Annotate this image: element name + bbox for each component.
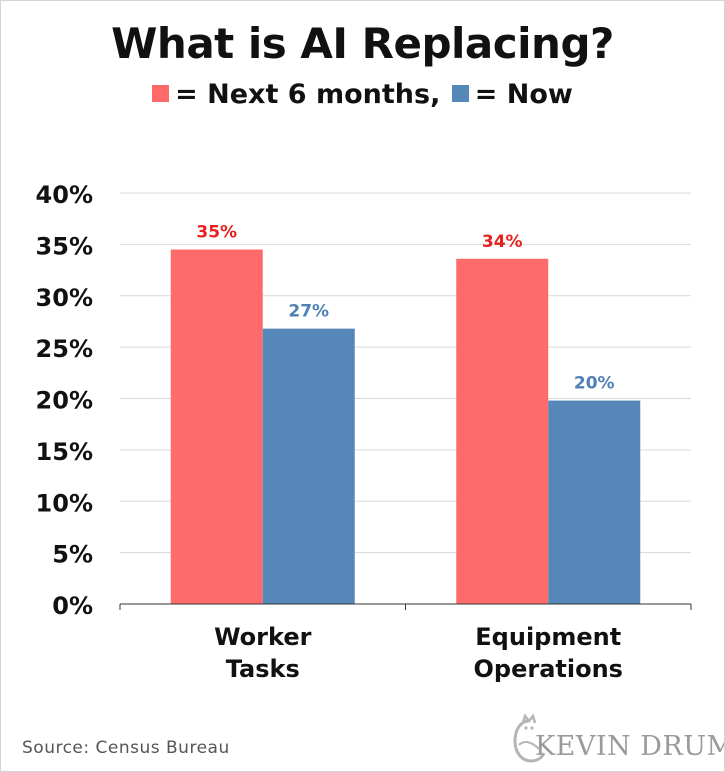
logo-text: KEVIN DRUM bbox=[535, 731, 725, 762]
data-label: 35% bbox=[196, 223, 237, 243]
x-tick-label: Operations bbox=[474, 655, 623, 683]
y-tick-label: 30% bbox=[36, 284, 93, 312]
data-label: 20% bbox=[574, 374, 615, 394]
y-tick-label: 35% bbox=[36, 232, 93, 260]
bar bbox=[262, 328, 355, 604]
legend-label-now: = Now bbox=[474, 79, 573, 110]
data-labels: 35% 27% 34% 20% bbox=[196, 223, 614, 394]
data-label: 34% bbox=[482, 232, 523, 252]
y-tick-label: 0% bbox=[52, 592, 93, 620]
x-tick-label: Worker bbox=[214, 623, 312, 651]
legend-entry-next-6-months: = Next 6 months, bbox=[152, 79, 450, 110]
source-note: Source: Census Bureau bbox=[22, 738, 230, 758]
legend-entry-now: = Now bbox=[451, 79, 573, 110]
bar bbox=[548, 400, 641, 604]
x-tick-label: Tasks bbox=[226, 655, 300, 683]
legend: = Next 6 months, = Now bbox=[1, 79, 724, 110]
x-tick-label: Equipment bbox=[475, 623, 621, 651]
cat-icon bbox=[513, 713, 546, 763]
y-tick-label: 15% bbox=[36, 438, 93, 466]
chart-title: What is AI Replacing? bbox=[111, 19, 614, 68]
bar bbox=[456, 258, 549, 604]
y-tick-label: 25% bbox=[36, 335, 93, 363]
y-tick-label: 20% bbox=[36, 387, 93, 415]
axes: 0% 5% 10% 15% 20% 25% 30% 35% 40% Worker Tasks Equi… bbox=[36, 181, 692, 683]
kevin-drum-logo: KEVIN DRUM bbox=[509, 713, 724, 765]
y-tick-label: 10% bbox=[36, 489, 93, 517]
legend-swatch-next-6-months bbox=[152, 85, 170, 102]
y-tick-label: 5% bbox=[52, 541, 93, 569]
data-label: 27% bbox=[288, 302, 329, 322]
legend-swatch-now bbox=[451, 85, 469, 102]
bars bbox=[170, 249, 641, 604]
legend-label-next-6-months: = Next 6 months, bbox=[175, 79, 441, 110]
bar bbox=[170, 249, 263, 604]
y-tick-label: 40% bbox=[36, 181, 93, 209]
